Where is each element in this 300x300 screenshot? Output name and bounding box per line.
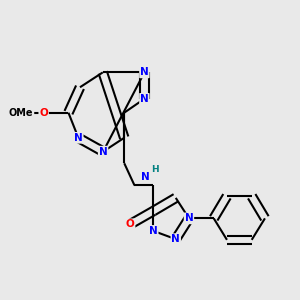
Text: N: N bbox=[171, 234, 180, 244]
Text: N: N bbox=[184, 213, 193, 224]
Text: O: O bbox=[126, 219, 135, 229]
Text: N: N bbox=[140, 68, 149, 77]
Text: N: N bbox=[149, 226, 158, 236]
Text: N: N bbox=[141, 172, 149, 182]
Text: OMe: OMe bbox=[9, 108, 34, 118]
Text: N: N bbox=[99, 147, 107, 157]
Text: H: H bbox=[151, 165, 159, 174]
Text: N: N bbox=[74, 133, 83, 143]
Text: O: O bbox=[39, 108, 48, 118]
Text: N: N bbox=[140, 94, 149, 104]
